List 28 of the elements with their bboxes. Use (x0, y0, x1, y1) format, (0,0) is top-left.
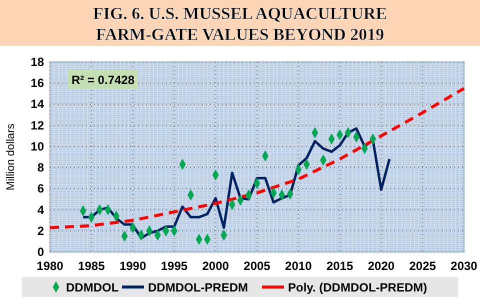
legend-label: DDMDOL (66, 280, 119, 294)
x-tick-label: 1995 (160, 259, 188, 273)
y-tick-label: 10 (30, 139, 44, 154)
y-tick-label: 16 (30, 76, 44, 90)
x-tick-label: 2005 (244, 259, 271, 273)
x-tick-label: 2010 (285, 259, 312, 273)
legend-label: DDMDOL-PREDM (148, 280, 248, 294)
line-series (48, 86, 466, 230)
y-tick-label: 0 (37, 245, 44, 259)
y-tick-label: 12 (30, 118, 44, 132)
y-tick-label: 14 (30, 97, 44, 112)
chart-title: FIG. 6. U.S. MUSSEL AQUACULTURE FARM-GATE VALUES BEYOND 2019 (92, 4, 388, 44)
x-tick-label: 1990 (119, 259, 146, 273)
x-tick-label: 2020 (368, 259, 395, 273)
annotation: R² = 0.7428 (71, 73, 135, 87)
y-tick-label: 2 (37, 224, 44, 238)
legend-label: Poly. (DDMDOL-PREDM) (288, 280, 428, 294)
x-tick-label: 2000 (202, 259, 230, 273)
y-tick-label: 6 (37, 182, 44, 196)
y-tick-label: 4 (37, 202, 44, 217)
x-tick-label: 1985 (78, 259, 106, 273)
x-tick-label: 2015 (326, 259, 354, 273)
x-tick-label: 1980 (36, 259, 64, 273)
y-tick-label: 8 (37, 160, 44, 175)
x-tick-label: 2030 (450, 259, 478, 273)
y-axis-title: Million dollars (5, 123, 17, 190)
y-tick-label: 18 (30, 55, 44, 69)
x-tick-label: 2025 (409, 259, 436, 273)
